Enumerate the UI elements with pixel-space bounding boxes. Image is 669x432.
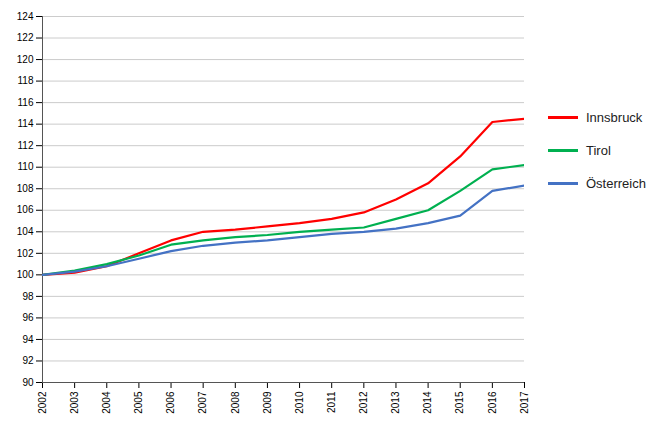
svg-text:2004: 2004 [101, 391, 112, 414]
svg-text:2009: 2009 [262, 391, 273, 414]
svg-text:96: 96 [22, 312, 34, 323]
svg-text:2014: 2014 [422, 391, 433, 414]
svg-text:102: 102 [17, 248, 34, 259]
svg-text:2017: 2017 [519, 391, 530, 414]
svg-text:100: 100 [17, 269, 34, 280]
svg-text:2016: 2016 [487, 391, 498, 414]
svg-text:104: 104 [17, 226, 34, 237]
html-text:Innsbruck: Innsbruck [586, 110, 643, 125]
svg-text:2011: 2011 [326, 391, 337, 413]
svg-text:2008: 2008 [230, 391, 241, 414]
svg-text:106: 106 [17, 204, 34, 215]
svg-text:2007: 2007 [197, 391, 208, 414]
svg-text:2002: 2002 [37, 391, 48, 414]
svg-text:2015: 2015 [454, 391, 465, 414]
svg-text:2013: 2013 [390, 391, 401, 414]
svg-text:122: 122 [17, 32, 34, 43]
svg-text:2005: 2005 [133, 391, 144, 414]
svg-text:2006: 2006 [165, 391, 176, 414]
svg-text:112: 112 [18, 140, 34, 151]
svg-text:110: 110 [18, 161, 34, 172]
svg-text:2003: 2003 [69, 391, 80, 414]
svg-text:92: 92 [22, 355, 34, 366]
html-text:Tirol: Tirol [586, 143, 611, 158]
svg-text:116: 116 [18, 97, 34, 108]
svg-text:124: 124 [17, 11, 34, 22]
svg-text:108: 108 [17, 183, 34, 194]
svg-text:90: 90 [22, 377, 34, 388]
svg-text:118: 118 [18, 75, 34, 86]
svg-text:2012: 2012 [358, 391, 369, 414]
svg-text:98: 98 [22, 291, 34, 302]
svg-text:120: 120 [17, 54, 34, 65]
html-text:Österreich: Österreich [586, 176, 646, 191]
svg-text:94: 94 [22, 334, 34, 345]
svg-text:114: 114 [18, 118, 34, 129]
svg-text:2010: 2010 [294, 391, 305, 414]
